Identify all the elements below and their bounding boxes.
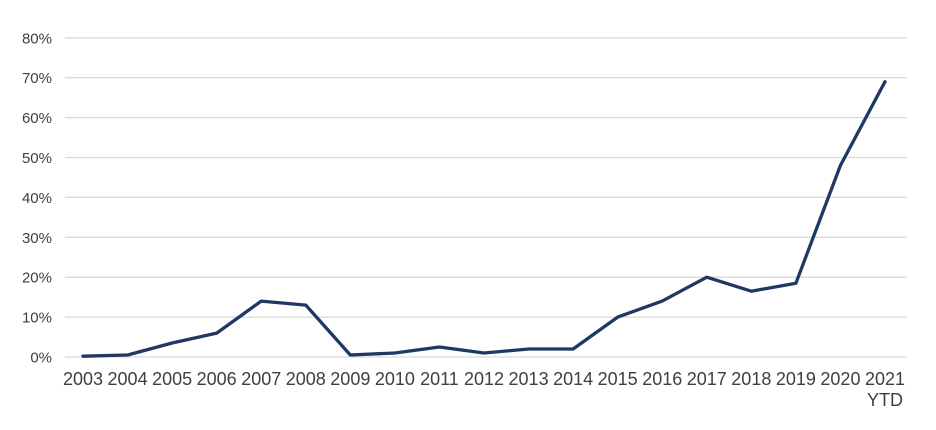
x-tick-label: 2012 <box>464 369 504 389</box>
x-tick-label: 2020 <box>820 369 860 389</box>
x-tick-label: 2008 <box>286 369 326 389</box>
x-tick-label: 2014 <box>553 369 593 389</box>
x-tick-label: 2013 <box>509 369 549 389</box>
x-tick-label: 2018 <box>731 369 771 389</box>
x-tick-label: YTD <box>867 390 903 410</box>
x-tick-label: 2017 <box>687 369 727 389</box>
y-tick-label: 30% <box>22 230 52 247</box>
y-tick-label: 40% <box>22 190 52 207</box>
y-tick-label: 20% <box>22 270 52 287</box>
y-tick-label: 80% <box>22 30 52 47</box>
y-tick-label: 0% <box>30 350 52 367</box>
data-line-series <box>81 80 887 358</box>
x-tick-label: 2003 <box>63 369 103 389</box>
x-tick-label: 2009 <box>330 369 370 389</box>
x-tick-label: 2010 <box>375 369 415 389</box>
x-tick-label: 2015 <box>598 369 638 389</box>
y-tick-label: 50% <box>22 150 52 167</box>
x-tick-label: 2019 <box>776 369 816 389</box>
x-tick-label: 2016 <box>642 369 682 389</box>
y-tick-label: 60% <box>22 110 52 127</box>
x-tick-label: 2006 <box>197 369 237 389</box>
y-tick-label: 70% <box>22 70 52 87</box>
x-tick-label: 2007 <box>241 369 281 389</box>
y-tick-label: 10% <box>22 310 52 327</box>
x-tick-label: 2005 <box>152 369 192 389</box>
x-tick-label: 2021 <box>865 369 905 389</box>
x-tick-label: 2011 <box>420 369 459 389</box>
x-tick-label: 2004 <box>108 369 148 389</box>
